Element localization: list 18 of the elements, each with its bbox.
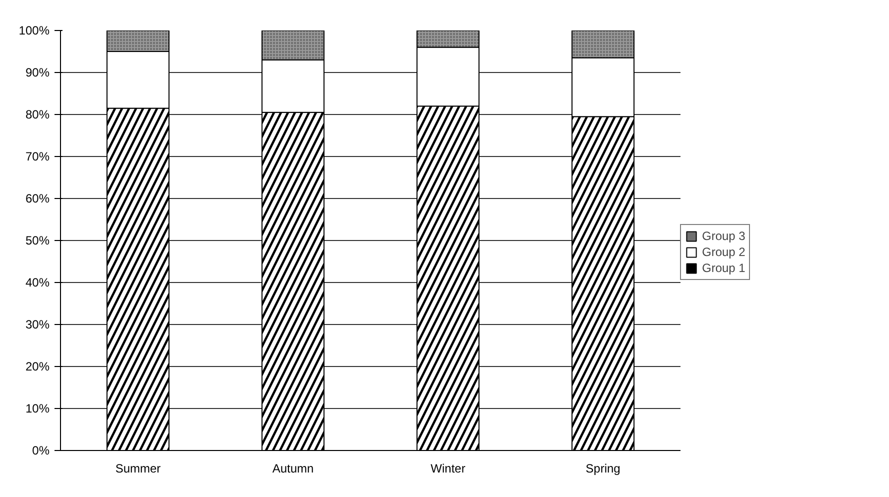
y-tick-label: 100% — [18, 24, 50, 38]
y-tick-label: 50% — [25, 234, 50, 248]
y-tick-label: 30% — [25, 318, 50, 332]
x-tick-label: Spring — [586, 462, 620, 476]
x-tick-label: Autumn — [272, 462, 314, 476]
y-tick-label: 20% — [25, 360, 50, 374]
y-tick-label: 60% — [25, 192, 50, 206]
legend-label: Group 2 — [702, 245, 746, 259]
legend-label: Group 1 — [702, 261, 746, 275]
y-tick-label: 10% — [25, 402, 50, 416]
y-tick-label: 0% — [32, 444, 50, 458]
legend-label: Group 3 — [702, 229, 746, 243]
y-tick-label: 40% — [25, 276, 50, 290]
y-tick-label: 70% — [25, 150, 50, 164]
x-tick-label: Summer — [115, 462, 161, 476]
x-tick-label: Winter — [430, 462, 466, 476]
y-tick-label: 90% — [25, 66, 50, 80]
y-tick-label: 80% — [25, 108, 50, 122]
